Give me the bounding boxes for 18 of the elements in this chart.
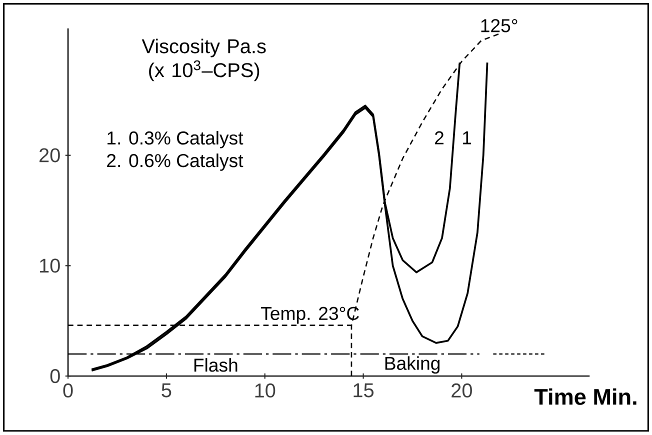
x-tick-label: 15 bbox=[354, 384, 374, 398]
annotation: 1. 0.3% Catalyst bbox=[108, 131, 244, 148]
annotation: Temp. 23°C bbox=[261, 307, 359, 324]
x-tick-label: 5 bbox=[162, 384, 172, 398]
y-tick-label: 20 bbox=[40, 148, 60, 163]
y-tick-label: 10 bbox=[40, 258, 60, 273]
x-tick-label: 0 bbox=[63, 384, 73, 398]
annotation: 2. 0.6% Catalyst bbox=[107, 154, 244, 172]
annotation: Flash bbox=[194, 358, 238, 372]
x-tick-label: 20 bbox=[452, 384, 472, 398]
y-tick-label: 0 bbox=[50, 369, 60, 384]
x-axis-title: Time Min. bbox=[534, 388, 636, 406]
y-axis-title: Viscosity Pa.s (x 10$^{3}$–CPS) bbox=[142, 38, 266, 82]
annotation: 125° bbox=[481, 19, 518, 32]
series-label: 1 bbox=[463, 132, 472, 144]
x-tick-label: 10 bbox=[255, 384, 276, 398]
series-label: 2 bbox=[435, 131, 444, 144]
annotation: Baking bbox=[385, 356, 440, 374]
